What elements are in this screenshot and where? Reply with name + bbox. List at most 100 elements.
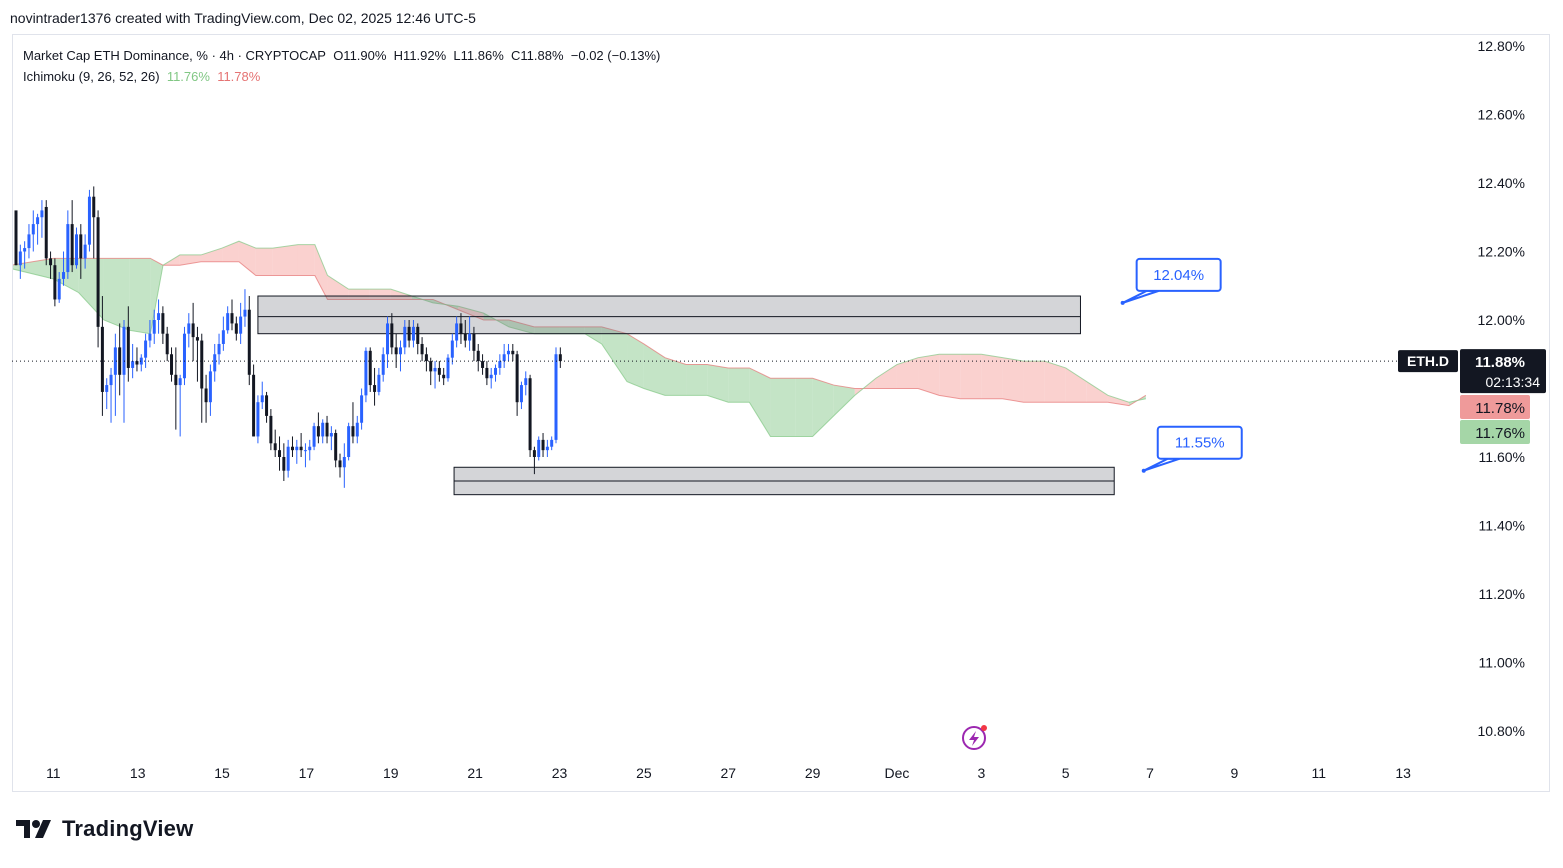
- indicator-price-badge-label: 11.76%: [1475, 425, 1525, 442]
- candle: [139, 354, 143, 372]
- candle: [122, 320, 126, 423]
- legend-symbol: Market Cap ETH Dominance, % · 4h · CRYPT…: [23, 48, 326, 63]
- chart-caption: novintrader1376 created with TradingView…: [10, 10, 476, 26]
- candle: [256, 395, 260, 444]
- candle: [278, 436, 282, 471]
- candle: [226, 306, 230, 334]
- candle-body: [554, 354, 558, 440]
- callout-label: 12.04%: [1153, 267, 1204, 284]
- candle-body: [528, 378, 532, 451]
- candle: [14, 210, 18, 266]
- candle: [165, 326, 169, 362]
- candle: [381, 347, 385, 382]
- candle-body: [364, 350, 368, 396]
- candle-body: [66, 224, 70, 273]
- candle: [126, 306, 130, 382]
- candle-body: [558, 354, 562, 362]
- candle-body: [550, 439, 554, 447]
- candle-body: [472, 333, 476, 351]
- ichimoku-cloud-segment: [939, 354, 961, 399]
- candle: [545, 439, 549, 457]
- ichimoku-cloud-segment: [896, 357, 919, 389]
- candle-body: [87, 196, 91, 245]
- candle: [217, 333, 221, 365]
- candle-body: [321, 422, 325, 437]
- candle: [187, 313, 191, 348]
- candle: [364, 347, 368, 403]
- candle: [511, 343, 515, 362]
- candle: [100, 296, 104, 416]
- candle-body: [135, 361, 139, 365]
- candle: [118, 323, 122, 396]
- candle-body: [165, 333, 169, 355]
- candle: [105, 378, 109, 410]
- candle: [325, 415, 329, 444]
- ichimoku-cloud-segment: [314, 244, 328, 300]
- ichimoku-cloud-segment: [770, 378, 796, 437]
- candle: [411, 320, 415, 348]
- ichimoku-cloud-segment: [981, 354, 1003, 399]
- ichimoku-cloud-segment: [369, 289, 391, 300]
- indicator-price-badge-bg: [1460, 420, 1530, 444]
- candle: [234, 316, 238, 341]
- candle: [558, 347, 562, 368]
- candle: [273, 429, 277, 457]
- candle-body: [545, 446, 549, 451]
- legend-indicator-value-1: 11.76%: [166, 69, 210, 84]
- candle-body: [182, 333, 186, 379]
- candle: [27, 224, 31, 259]
- candle-body: [57, 278, 61, 300]
- legend-indicator-row[interactable]: Ichimoku (9, 26, 52, 26) 11.76% 11.78%: [23, 66, 660, 87]
- ichimoku-cloud-segment: [508, 320, 535, 334]
- candle: [265, 391, 269, 423]
- candle: [113, 333, 117, 416]
- ichimoku-cloud-segment: [272, 244, 298, 276]
- candle: [455, 316, 459, 348]
- candle: [489, 367, 493, 389]
- candle-body: [532, 450, 536, 457]
- candle: [70, 200, 74, 273]
- candle-body: [213, 354, 217, 372]
- candle-body: [416, 326, 420, 344]
- notification-dot: [981, 725, 987, 731]
- candle: [450, 333, 454, 365]
- x-tick-label: 19: [383, 765, 399, 781]
- candle: [109, 367, 113, 423]
- candle: [481, 354, 485, 375]
- candle: [200, 333, 204, 423]
- candle: [347, 422, 351, 461]
- candle: [459, 313, 463, 344]
- x-tick-label: 25: [636, 765, 652, 781]
- candle: [31, 210, 35, 252]
- candle: [174, 347, 178, 430]
- candle-body: [489, 374, 493, 379]
- ichimoku-cloud-segment: [875, 364, 897, 389]
- candle-body: [355, 422, 359, 437]
- indicator-price-badge: 11.76%: [1460, 420, 1530, 444]
- candle-body: [342, 457, 346, 468]
- x-tick-label: 21: [467, 765, 483, 781]
- callout-anchor: [1141, 468, 1146, 473]
- tradingview-logo[interactable]: TradingView: [16, 816, 193, 842]
- candle: [260, 381, 264, 410]
- x-tick-label: Dec: [885, 765, 910, 781]
- ichimoku-cloud-segment: [78, 258, 104, 320]
- x-tick-label: 13: [1395, 765, 1411, 781]
- ichimoku-cloud-segment: [1044, 361, 1066, 403]
- candle-body: [256, 402, 260, 437]
- ichimoku-cloud-segment: [1023, 361, 1045, 403]
- candle-body: [100, 326, 104, 392]
- current-price-badge: 11.88% 02:13:34: [1460, 349, 1546, 394]
- candle: [239, 302, 243, 344]
- x-tick-label: 17: [299, 765, 315, 781]
- callout-pointer: [1143, 457, 1181, 472]
- candle: [144, 333, 148, 368]
- candle: [290, 436, 294, 457]
- candle: [191, 302, 195, 362]
- candle: [429, 357, 433, 386]
- candle-body: [524, 378, 528, 386]
- candle-body: [226, 313, 230, 331]
- candle-body: [148, 333, 152, 341]
- candle-body: [316, 426, 320, 437]
